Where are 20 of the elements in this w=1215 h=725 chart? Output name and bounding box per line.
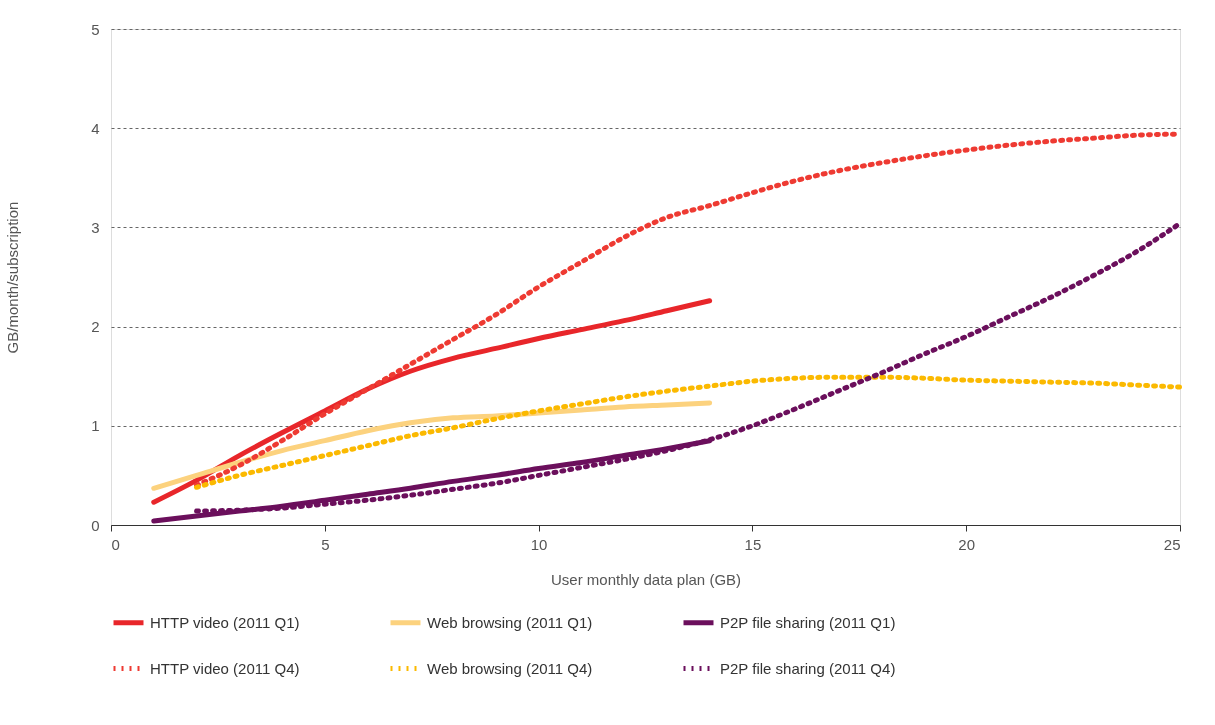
y-tick-label: 3 [91, 218, 100, 236]
y-tick-label: 2 [91, 318, 100, 336]
legend-label: Web browsing (2011 Q4) [427, 659, 593, 677]
x-tick-label: 10 [530, 535, 548, 553]
y-tick-label: 0 [91, 516, 100, 534]
x-tick-label: 0 [111, 535, 120, 553]
legend-label: P2P file sharing (2011 Q1) [720, 613, 896, 631]
x-tick-label: 25 [1163, 535, 1181, 553]
legend-label: P2P file sharing (2011 Q4) [720, 659, 896, 677]
legend-label: HTTP video (2011 Q1) [150, 613, 300, 631]
y-axis-title: GB/month/subscription [4, 201, 22, 354]
legend-label: Web browsing (2011 Q1) [427, 613, 593, 631]
x-tick-label: 5 [321, 535, 330, 553]
legend-label: HTTP video (2011 Q4) [150, 659, 300, 677]
x-tick-label: 20 [958, 535, 976, 553]
y-tick-label: 1 [91, 417, 100, 435]
y-tick-label: 5 [91, 20, 100, 38]
x-axis-title: User monthly data plan (GB) [550, 570, 742, 588]
y-tick-label: 4 [91, 119, 100, 137]
x-tick-label: 15 [744, 535, 762, 553]
